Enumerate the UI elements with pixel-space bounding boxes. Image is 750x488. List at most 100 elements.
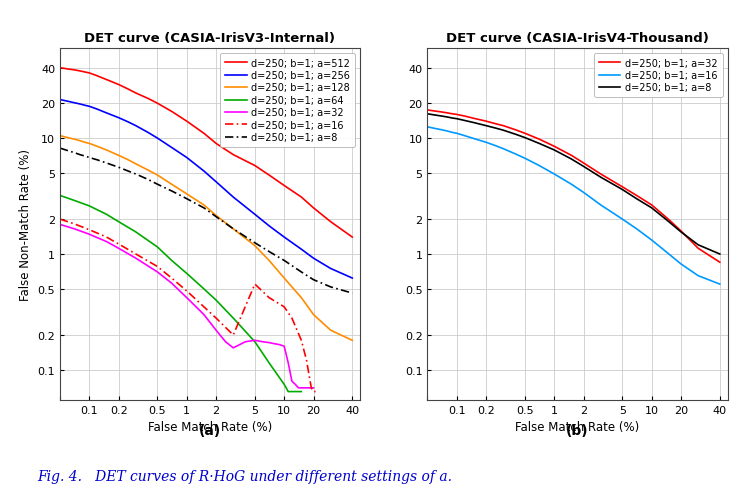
Line: d=250; b=1; a=16: d=250; b=1; a=16: [60, 220, 316, 392]
d=250; b=1; a=128: [102, 148, 111, 154]
d=250; b=1; a=128: [309, 312, 318, 318]
Y-axis label: False Non-Match Rate (%): False Non-Match Rate (%): [19, 149, 32, 300]
d=250; b=1; a=16: [287, 315, 296, 321]
d=250; b=1; a=32: [307, 385, 316, 391]
d=250; b=1; a=16: [251, 282, 260, 287]
d=250; b=1; a=8: [430, 113, 439, 119]
d=250; b=1; a=8: [63, 148, 72, 154]
d=250; b=1; a=32: [294, 385, 303, 391]
d=250; b=1; a=8: [676, 229, 686, 235]
d=250; b=1; a=512: [280, 183, 289, 189]
d=250; b=1; a=256: [309, 256, 318, 262]
d=250; b=1; a=512: [80, 70, 89, 76]
d=250; b=1; a=32: [664, 217, 674, 223]
d=250; b=1; a=16: [430, 126, 439, 132]
Line: d=250; b=1; a=256: d=250; b=1; a=256: [60, 101, 352, 279]
d=250; b=1; a=32: [647, 203, 656, 208]
d=250; b=1; a=32: [265, 340, 274, 346]
d=250; b=1; a=256: [251, 212, 260, 218]
d=250; b=1; a=128: [80, 140, 89, 146]
d=250; b=1; a=32: [221, 339, 230, 345]
d=250; b=1; a=32: [131, 256, 140, 262]
d=250; b=1; a=512: [143, 96, 152, 102]
d=250; b=1; a=256: [124, 120, 133, 125]
Line: d=250; b=1; a=8: d=250; b=1; a=8: [60, 149, 352, 293]
d=250; b=1; a=8: [618, 187, 627, 193]
Line: d=250; b=1; a=32: d=250; b=1; a=32: [60, 225, 314, 388]
d=250; b=1; a=512: [211, 141, 220, 147]
d=250; b=1; a=256: [297, 247, 306, 253]
d=250; b=1; a=16: [302, 358, 311, 364]
Text: (b): (b): [566, 424, 589, 437]
d=250; b=1; a=8: [114, 165, 123, 171]
d=250; b=1; a=32: [579, 161, 588, 166]
d=250; b=1; a=8: [567, 157, 576, 163]
d=250; b=1; a=16: [131, 251, 140, 257]
d=250; b=1; a=64: [167, 258, 176, 264]
d=250; b=1; a=32: [302, 385, 311, 391]
d=250; b=1; a=64: [70, 198, 79, 204]
d=250; b=1; a=8: [482, 123, 490, 129]
d=250; b=1; a=16: [167, 276, 176, 282]
d=250; b=1; a=32: [567, 153, 576, 159]
d=250; b=1; a=64: [211, 298, 220, 304]
d=250; b=1; a=8: [579, 164, 588, 170]
d=250; b=1; a=256: [80, 103, 89, 109]
d=250; b=1; a=16: [297, 338, 306, 344]
d=250; b=1; a=128: [143, 168, 152, 174]
d=250; b=1; a=256: [182, 155, 191, 161]
d=250; b=1; a=32: [291, 382, 300, 387]
d=250; b=1; a=32: [716, 260, 724, 265]
d=250; b=1; a=512: [297, 195, 306, 201]
d=250; b=1; a=512: [229, 152, 238, 158]
d=250; b=1; a=512: [56, 65, 64, 71]
d=250; b=1; a=256: [167, 145, 176, 151]
d=250; b=1; a=32: [499, 123, 508, 129]
d=250; b=1; a=16: [694, 273, 703, 279]
d=250; b=1; a=64: [131, 229, 140, 235]
d=250; b=1; a=32: [85, 232, 94, 238]
d=250; b=1; a=32: [596, 172, 605, 178]
Line: d=250; b=1; a=64: d=250; b=1; a=64: [60, 196, 302, 392]
d=250; b=1; a=256: [200, 169, 208, 175]
d=250; b=1; a=512: [131, 91, 140, 97]
d=250; b=1; a=128: [182, 192, 191, 198]
d=250; b=1; a=16: [482, 140, 490, 146]
d=250; b=1; a=64: [200, 286, 208, 292]
d=250; b=1; a=64: [85, 203, 94, 209]
d=250; b=1; a=8: [153, 182, 162, 188]
d=250; b=1; a=128: [131, 162, 140, 167]
d=250; b=1; a=64: [291, 389, 300, 395]
d=250; b=1; a=16: [632, 226, 641, 232]
d=250; b=1; a=32: [452, 112, 461, 118]
d=250; b=1; a=256: [102, 111, 111, 117]
d=250; b=1; a=128: [76, 139, 85, 144]
d=250; b=1; a=128: [153, 173, 162, 179]
d=250; b=1; a=64: [182, 271, 191, 277]
d=250; b=1; a=32: [550, 144, 559, 150]
d=250; b=1; a=128: [92, 144, 101, 150]
d=250; b=1; a=32: [241, 339, 250, 345]
d=250; b=1; a=8: [550, 148, 559, 154]
d=250; b=1; a=8: [124, 169, 133, 175]
d=250; b=1; a=256: [63, 99, 72, 105]
d=250; b=1; a=64: [153, 244, 162, 250]
d=250; b=1; a=128: [229, 226, 238, 232]
d=250; b=1; a=8: [460, 118, 469, 124]
d=250; b=1; a=8: [131, 172, 140, 178]
d=250; b=1; a=32: [70, 226, 79, 232]
d=250; b=1; a=32: [632, 193, 641, 199]
d=250; b=1; a=256: [70, 101, 79, 106]
d=250; b=1; a=16: [311, 389, 320, 395]
d=250; b=1; a=16: [443, 129, 452, 135]
d=250; b=1; a=8: [470, 121, 478, 126]
d=250; b=1; a=8: [511, 132, 520, 138]
d=250; b=1; a=256: [229, 195, 238, 201]
d=250; b=1; a=16: [102, 235, 111, 241]
d=250; b=1; a=32: [284, 360, 292, 366]
d=250; b=1; a=8: [211, 214, 220, 220]
d=250; b=1; a=32: [258, 339, 267, 345]
d=250; b=1; a=64: [265, 360, 274, 366]
d=250; b=1; a=8: [102, 161, 111, 166]
d=250; b=1; a=512: [167, 109, 176, 115]
